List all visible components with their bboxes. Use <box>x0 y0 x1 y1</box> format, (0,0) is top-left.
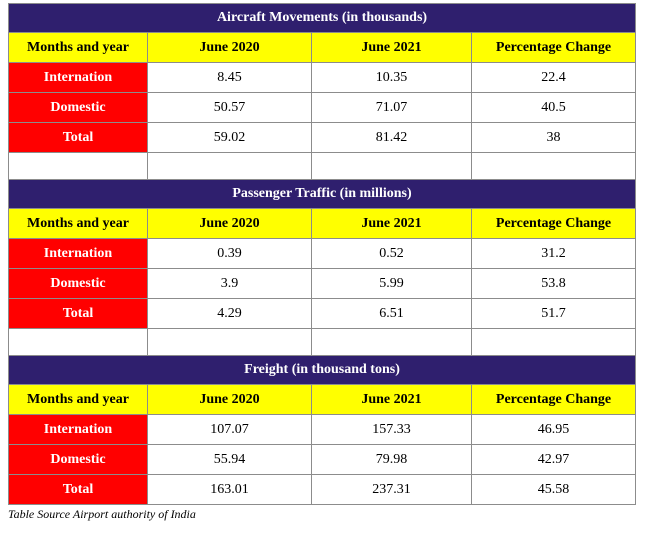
table-row: Total 163.01 237.31 45.58 <box>8 474 636 505</box>
row-label: Domestic <box>8 268 148 299</box>
value-cell: 40.5 <box>471 92 636 123</box>
value-cell: 8.45 <box>147 62 312 93</box>
value-cell: 0.39 <box>147 238 312 269</box>
value-cell: 6.51 <box>311 298 472 329</box>
section-title-row: Aircraft Movements (in thousands) <box>8 3 636 33</box>
value-cell: 237.31 <box>311 474 472 505</box>
value-cell: 46.95 <box>471 414 636 445</box>
blank-row <box>8 152 636 180</box>
blank-cell <box>471 152 636 180</box>
value-cell: 107.07 <box>147 414 312 445</box>
blank-row <box>8 328 636 356</box>
header-row: Months and year June 2020 June 2021 Perc… <box>8 208 636 239</box>
value-cell: 42.97 <box>471 444 636 475</box>
value-cell: 0.52 <box>311 238 472 269</box>
row-label: Internation <box>8 62 148 93</box>
blank-cell <box>311 328 472 356</box>
row-label: Domestic <box>8 444 148 475</box>
header-cell: June 2021 <box>311 32 472 63</box>
header-row: Months and year June 2020 June 2021 Perc… <box>8 384 636 415</box>
value-cell: 50.57 <box>147 92 312 123</box>
header-cell: June 2020 <box>147 384 312 415</box>
table-row: Internation 8.45 10.35 22.4 <box>8 62 636 93</box>
blank-cell <box>311 152 472 180</box>
table-row: Total 4.29 6.51 51.7 <box>8 298 636 329</box>
value-cell: 55.94 <box>147 444 312 475</box>
value-cell: 10.35 <box>311 62 472 93</box>
value-cell: 4.29 <box>147 298 312 329</box>
value-cell: 163.01 <box>147 474 312 505</box>
row-label: Internation <box>8 238 148 269</box>
header-cell: Percentage Change <box>471 32 636 63</box>
blank-cell <box>147 152 312 180</box>
table-row: Domestic 55.94 79.98 42.97 <box>8 444 636 475</box>
value-cell: 53.8 <box>471 268 636 299</box>
value-cell: 71.07 <box>311 92 472 123</box>
value-cell: 5.99 <box>311 268 472 299</box>
value-cell: 3.9 <box>147 268 312 299</box>
header-cell: June 2020 <box>147 32 312 63</box>
blank-cell <box>8 328 148 356</box>
header-cell: Months and year <box>8 384 148 415</box>
header-cell: Percentage Change <box>471 208 636 239</box>
table-row: Internation 107.07 157.33 46.95 <box>8 414 636 445</box>
row-label: Total <box>8 298 148 329</box>
row-label: Total <box>8 122 148 153</box>
blank-cell <box>471 328 636 356</box>
value-cell: 81.42 <box>311 122 472 153</box>
table-row: Domestic 50.57 71.07 40.5 <box>8 92 636 123</box>
section-title: Passenger Traffic (in millions) <box>8 179 636 209</box>
section-title-row: Freight (in thousand tons) <box>8 355 636 385</box>
section-title: Freight (in thousand tons) <box>8 355 636 385</box>
row-label: Internation <box>8 414 148 445</box>
table-body: Aircraft Movements (in thousands) Months… <box>8 3 636 505</box>
table-source-caption: Table Source Airport authority of India <box>8 507 196 521</box>
header-cell: Percentage Change <box>471 384 636 415</box>
header-cell: June 2021 <box>311 208 472 239</box>
table-row: Domestic 3.9 5.99 53.8 <box>8 268 636 299</box>
table-row: Total 59.02 81.42 38 <box>8 122 636 153</box>
header-cell: June 2021 <box>311 384 472 415</box>
row-label: Total <box>8 474 148 505</box>
blank-cell <box>147 328 312 356</box>
header-cell: Months and year <box>8 208 148 239</box>
table-row: Internation 0.39 0.52 31.2 <box>8 238 636 269</box>
value-cell: 59.02 <box>147 122 312 153</box>
row-label: Domestic <box>8 92 148 123</box>
header-row: Months and year June 2020 June 2021 Perc… <box>8 32 636 63</box>
blank-cell <box>8 152 148 180</box>
value-cell: 38 <box>471 122 636 153</box>
value-cell: 79.98 <box>311 444 472 475</box>
value-cell: 22.4 <box>471 62 636 93</box>
section-title: Aircraft Movements (in thousands) <box>8 3 636 33</box>
statistics-table: Aircraft Movements (in thousands) Months… <box>8 3 636 505</box>
value-cell: 51.7 <box>471 298 636 329</box>
header-cell: Months and year <box>8 32 148 63</box>
section-title-row: Passenger Traffic (in millions) <box>8 179 636 209</box>
value-cell: 157.33 <box>311 414 472 445</box>
header-cell: June 2020 <box>147 208 312 239</box>
value-cell: 31.2 <box>471 238 636 269</box>
data-table-container: Aircraft Movements (in thousands) Months… <box>8 3 636 522</box>
value-cell: 45.58 <box>471 474 636 505</box>
